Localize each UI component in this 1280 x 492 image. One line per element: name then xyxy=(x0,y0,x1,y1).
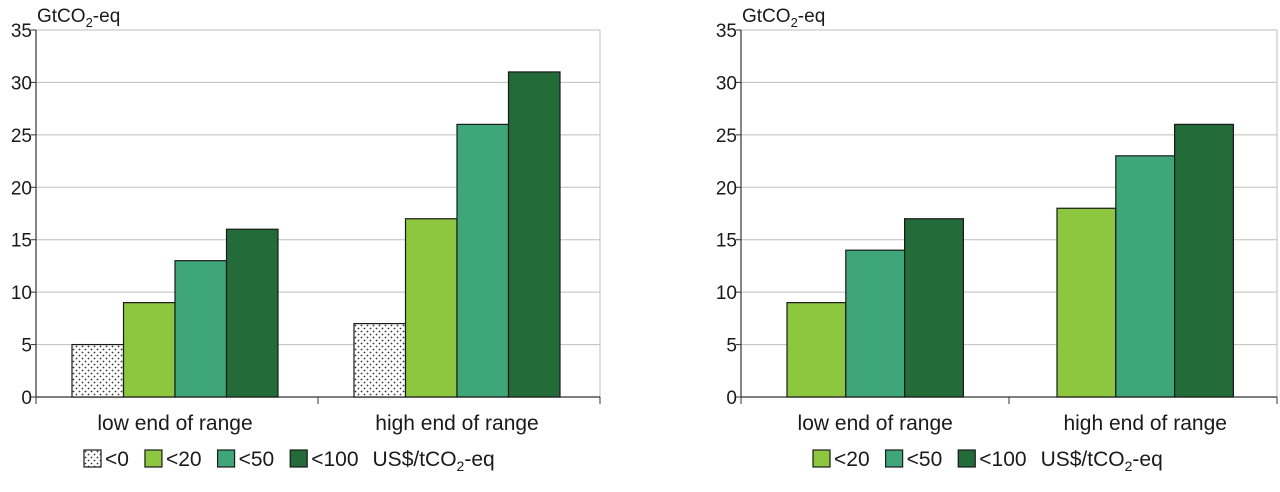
y-tick-label: 15 xyxy=(11,231,32,252)
bar-lt20-high xyxy=(404,218,458,398)
bar-lt50-low xyxy=(174,260,228,398)
bar-lt100-high xyxy=(507,71,561,398)
y-axis-unit: GtCO2​-eq xyxy=(37,6,120,30)
x-category-label: high end of range xyxy=(375,412,538,435)
y-tick-label: 5 xyxy=(726,336,737,357)
bar-lt20-low xyxy=(786,302,847,398)
bar-lt50-high xyxy=(1115,155,1176,398)
legend-swatch-lt20 xyxy=(812,449,831,468)
legend-unit: US$/tCO2​-eq xyxy=(1041,448,1163,474)
y-tick-label: 30 xyxy=(11,73,32,94)
y-tick-label: 10 xyxy=(716,283,737,304)
bar-lt100-high xyxy=(1173,123,1234,398)
x-category-label: low end of range xyxy=(798,412,953,435)
bar-lt0-low xyxy=(71,343,125,398)
legend-label: <100 xyxy=(311,448,358,471)
legend-swatch-lt100 xyxy=(289,449,308,468)
y-tick-label: 35 xyxy=(11,21,32,42)
y-tick-label: 20 xyxy=(716,178,737,199)
legend-label: <100 xyxy=(979,448,1026,471)
y-tick-label: 35 xyxy=(716,21,737,42)
bar-lt100-low xyxy=(225,228,279,398)
y-tick-label: 0 xyxy=(21,388,32,409)
legend-unit: US$/tCO2​-eq xyxy=(373,448,495,474)
y-tick-label: 20 xyxy=(11,178,32,199)
x-category-label: high end of range xyxy=(1063,412,1226,435)
bar-lt20-low xyxy=(122,302,176,398)
y-tick-label: 5 xyxy=(21,336,32,357)
legend-swatch-lt50 xyxy=(885,449,904,468)
y-tick-label: 15 xyxy=(716,231,737,252)
y-tick-label: 25 xyxy=(716,126,737,147)
bar-lt100-low xyxy=(903,218,964,398)
y-axis-unit: GtCO2​-eq xyxy=(742,6,825,30)
legend-swatch-lt20 xyxy=(144,449,163,468)
legend-label: <0 xyxy=(105,448,129,471)
x-category-label: low end of range xyxy=(97,412,252,435)
legend-swatch-lt100 xyxy=(957,449,976,468)
y-tick-label: 10 xyxy=(11,283,32,304)
legend-swatch-lt50 xyxy=(216,449,236,468)
y-tick-label: 30 xyxy=(716,73,737,94)
legend-label: <50 xyxy=(239,448,275,471)
legend-label: <20 xyxy=(166,448,202,471)
legend-label: <20 xyxy=(834,448,870,471)
bar-lt0-high xyxy=(353,323,407,398)
bar-lt50-low xyxy=(845,249,906,398)
y-tick-label: 25 xyxy=(11,126,32,147)
y-tick-label: 0 xyxy=(726,388,737,409)
legend-label: <50 xyxy=(907,448,943,471)
bar-lt20-high xyxy=(1056,207,1117,398)
legend-swatch-lt0 xyxy=(83,449,102,468)
bar-lt50-high xyxy=(456,123,510,398)
